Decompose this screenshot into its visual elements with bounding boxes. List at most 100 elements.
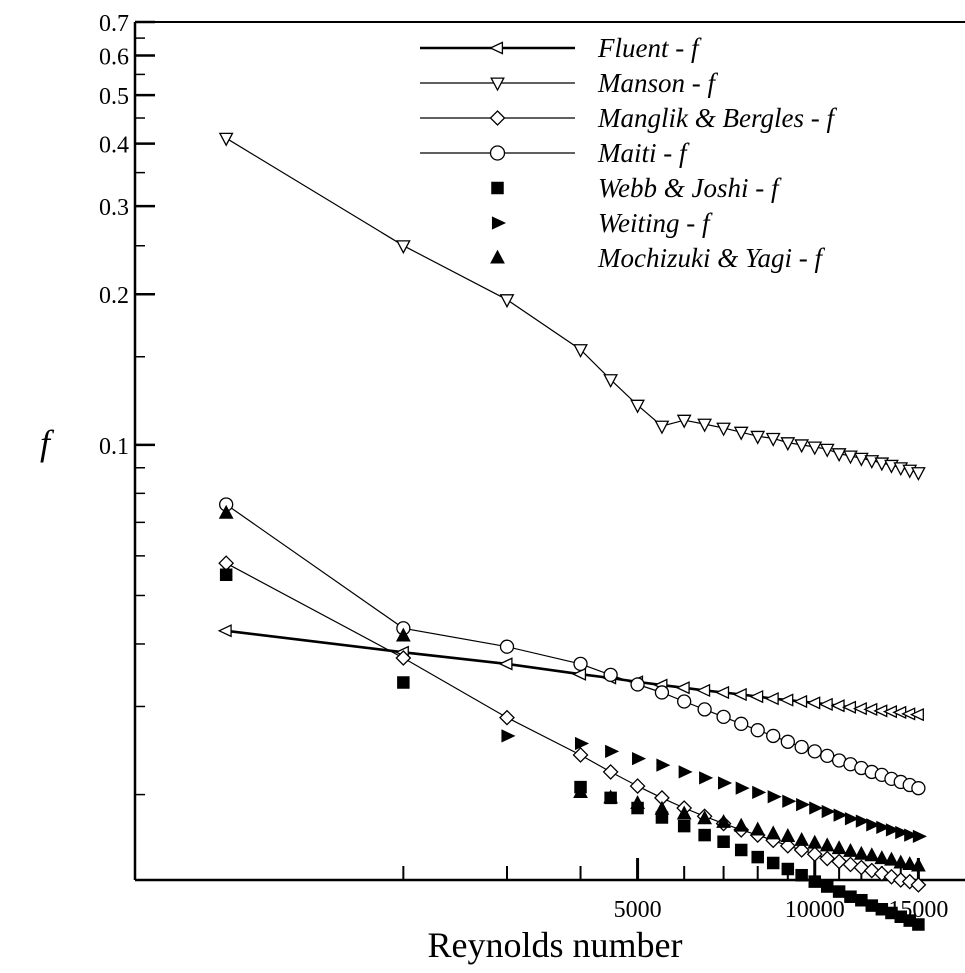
- data-point: [217, 624, 232, 638]
- data-point: [885, 823, 900, 837]
- data-point: [750, 821, 766, 836]
- data-point: [572, 747, 589, 763]
- data-point: [734, 716, 749, 731]
- data-point: [912, 918, 925, 931]
- data-point: [605, 744, 620, 759]
- data-point: [832, 885, 846, 898]
- data-point: [677, 819, 691, 833]
- data-point: [698, 828, 711, 842]
- y-axis-title: f: [40, 423, 55, 463]
- data-point: [675, 681, 690, 695]
- legend-marker: [491, 216, 507, 230]
- data-point: [806, 846, 823, 863]
- data-point: [766, 856, 780, 870]
- data-point: [844, 890, 857, 903]
- data-point: [902, 856, 918, 871]
- legend-label: Maiti - f: [597, 138, 690, 168]
- data-point: [794, 831, 810, 846]
- data-point: [751, 850, 764, 864]
- data-point: [780, 828, 796, 842]
- series-3: [219, 497, 926, 796]
- data-point: [855, 814, 870, 828]
- data-point: [794, 439, 810, 454]
- data-point: [630, 795, 645, 810]
- data-point: [499, 294, 515, 309]
- data-point: [793, 842, 810, 858]
- x-tick-label: 5000: [614, 897, 662, 923]
- data-point: [911, 781, 926, 796]
- data-point: [395, 627, 411, 642]
- data-point: [676, 414, 692, 429]
- data-point: [852, 702, 867, 716]
- data-point: [677, 694, 692, 709]
- y-tick-label: 0.6: [99, 44, 129, 70]
- data-point: [910, 876, 927, 893]
- data-point: [572, 667, 587, 681]
- x-axis-title: Reynolds number: [428, 925, 683, 965]
- legend-marker: [489, 110, 506, 126]
- data-point: [632, 751, 647, 766]
- data-point: [895, 825, 910, 840]
- data-point: [904, 828, 919, 842]
- data-point: [573, 784, 588, 798]
- data-point: [602, 763, 619, 780]
- data-point: [654, 685, 670, 700]
- data-point: [603, 789, 619, 804]
- data-point: [820, 880, 834, 893]
- legend-label: Weiting - f: [598, 208, 713, 238]
- data-point: [809, 801, 824, 815]
- data-point: [796, 797, 811, 812]
- legend-label: Webb & Joshi - f: [598, 173, 782, 203]
- data-point: [715, 685, 730, 700]
- data-point: [831, 448, 847, 463]
- data-point: [807, 441, 823, 456]
- data-point: [912, 829, 927, 844]
- data-point: [820, 748, 835, 764]
- data-point: [819, 837, 835, 852]
- data-point: [779, 693, 794, 707]
- data-point: [830, 699, 845, 713]
- data-point: [909, 707, 924, 722]
- data-point: [831, 853, 848, 870]
- series-6: [218, 504, 926, 872]
- data-point: [654, 800, 670, 815]
- data-point: [630, 399, 645, 414]
- data-point: [752, 785, 767, 800]
- legend-label: Manglik & Bergles - f: [597, 103, 837, 133]
- data-point: [499, 639, 515, 654]
- y-tick-label: 0.1: [99, 434, 129, 460]
- data-point: [499, 709, 515, 726]
- data-point: [676, 805, 692, 820]
- data-point: [395, 650, 412, 666]
- data-point: [779, 837, 796, 854]
- data-point: [219, 568, 233, 582]
- data-point: [893, 854, 909, 869]
- legend-marker: [491, 181, 504, 195]
- data-point: [780, 734, 795, 749]
- data-point: [767, 790, 782, 804]
- data-point: [716, 813, 731, 828]
- legend-marker: [488, 41, 504, 55]
- data-point: [876, 820, 891, 834]
- data-point: [884, 851, 899, 866]
- data-point: [864, 455, 880, 470]
- data-point: [750, 430, 766, 445]
- series-5: [501, 729, 927, 844]
- data-point: [806, 696, 821, 710]
- legend-marker: [489, 145, 506, 161]
- data-point: [678, 765, 693, 779]
- data-point: [793, 694, 808, 709]
- data-point: [498, 657, 513, 671]
- data-point: [656, 758, 671, 772]
- data-point: [819, 443, 835, 458]
- series-2: [218, 555, 927, 893]
- y-tick-label: 0.2: [99, 283, 129, 309]
- data-point: [874, 850, 890, 865]
- data-point: [780, 437, 796, 452]
- data-point: [843, 450, 858, 465]
- data-point: [629, 778, 646, 794]
- data-point: [794, 739, 809, 755]
- data-point: [603, 374, 619, 389]
